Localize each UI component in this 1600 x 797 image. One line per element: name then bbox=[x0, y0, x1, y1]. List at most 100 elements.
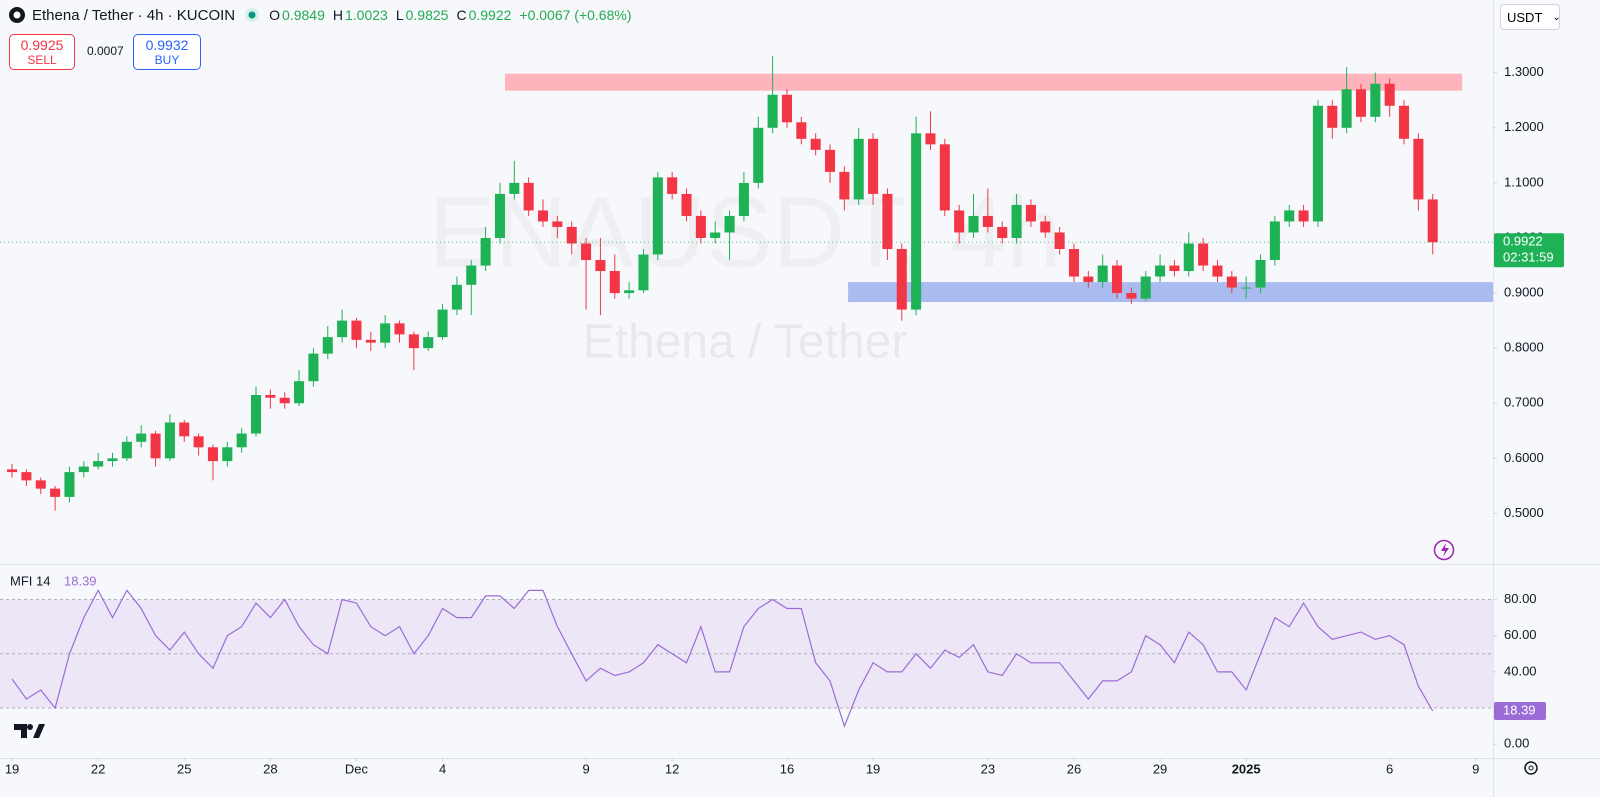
candle-body bbox=[423, 337, 434, 349]
y-tick-label: 0.00 bbox=[1504, 736, 1529, 751]
candle-body bbox=[695, 215, 706, 238]
ohlc-value: 0.9922 bbox=[468, 7, 512, 23]
candle-body bbox=[337, 320, 348, 338]
ohlc-label: C bbox=[456, 7, 467, 23]
buy-label: BUY bbox=[154, 53, 180, 67]
candle-body bbox=[480, 237, 491, 266]
candle-body bbox=[35, 480, 46, 489]
candle-body bbox=[222, 447, 233, 462]
candle-body bbox=[853, 138, 864, 200]
candle-body bbox=[1341, 89, 1352, 128]
candle-body bbox=[1298, 210, 1309, 222]
candle-body bbox=[150, 433, 161, 459]
candle-body bbox=[1068, 248, 1079, 277]
y-tick-label: 1.3000 bbox=[1504, 64, 1544, 79]
candle-body bbox=[1226, 276, 1237, 288]
market-status bbox=[245, 8, 260, 22]
candle-body bbox=[136, 433, 147, 442]
candle-body bbox=[494, 193, 505, 238]
candle-body bbox=[1011, 204, 1022, 238]
candle-body bbox=[1413, 138, 1424, 200]
y-tick-label: 80.00 bbox=[1504, 591, 1537, 606]
candle-body bbox=[1399, 105, 1410, 139]
price-axis-bg bbox=[1493, 0, 1600, 797]
candle-body bbox=[710, 232, 721, 238]
candle-body bbox=[1327, 105, 1338, 128]
x-tick-label: 9 bbox=[1472, 761, 1479, 776]
x-tick-label: 9 bbox=[582, 761, 589, 776]
candle-body bbox=[552, 221, 563, 227]
dropdown-arrow: ⌄ bbox=[1552, 11, 1561, 23]
candle-body bbox=[1169, 265, 1180, 272]
x-tick-label: 4 bbox=[439, 761, 446, 776]
candle-body bbox=[1025, 204, 1036, 222]
candle-body bbox=[1355, 89, 1367, 117]
candle-body bbox=[839, 171, 850, 200]
countdown: 02:31:59 bbox=[1503, 250, 1554, 265]
ohlc-label: H bbox=[332, 7, 343, 23]
candle-body bbox=[1155, 265, 1166, 277]
currency: USDT bbox=[1507, 9, 1543, 25]
sell-price: 0.9925 bbox=[20, 37, 64, 53]
mfi-value-box bbox=[1494, 701, 1546, 720]
candle-body bbox=[236, 433, 247, 448]
candle-body bbox=[624, 290, 635, 294]
sell-button[interactable]: 0.9925 SELL bbox=[9, 34, 75, 70]
candle-body bbox=[911, 133, 922, 310]
candle-body bbox=[537, 210, 549, 222]
zone bbox=[504, 73, 1463, 91]
candle-body bbox=[294, 381, 305, 404]
currency-select[interactable]: USDT ⌄ bbox=[1500, 4, 1561, 30]
buy-price: 0.9932 bbox=[145, 37, 189, 53]
y-tick-label: 1.1000 bbox=[1504, 174, 1544, 189]
x-tick-label: 28 bbox=[263, 761, 277, 776]
alert-icon-bolt bbox=[1441, 543, 1449, 557]
y-tick-label: 0.6000 bbox=[1504, 450, 1544, 465]
x-tick-label: 22 bbox=[91, 761, 105, 776]
candle-body bbox=[566, 226, 577, 244]
candle-body bbox=[810, 138, 821, 150]
candle-body bbox=[193, 436, 204, 448]
candle-body bbox=[609, 271, 620, 294]
candle-body bbox=[1384, 83, 1395, 106]
logo-part bbox=[14, 724, 27, 738]
x-tick-label: 19 bbox=[866, 761, 880, 776]
candle-body bbox=[207, 447, 218, 462]
alert-icon[interactable] bbox=[1433, 539, 1455, 561]
y-tick-label: 40.00 bbox=[1504, 663, 1537, 678]
watermark: Ethena / Tether bbox=[583, 316, 908, 369]
settings-icon[interactable] bbox=[1524, 761, 1538, 775]
candle-body bbox=[21, 472, 32, 481]
candle-body bbox=[1112, 265, 1123, 294]
ohlc-label: O bbox=[269, 7, 281, 23]
y-tick-label: 1.2000 bbox=[1504, 119, 1544, 134]
candle-body bbox=[322, 337, 333, 354]
spread: 0.0007 bbox=[87, 44, 124, 58]
x-tick-label: 19 bbox=[5, 761, 19, 776]
candle-body bbox=[78, 466, 89, 473]
x-tick-label: 16 bbox=[780, 761, 794, 776]
ohlc-value: 0.9825 bbox=[405, 7, 449, 23]
ohlc-value: 0.9849 bbox=[282, 7, 325, 23]
candle-body bbox=[882, 193, 893, 249]
candle-body bbox=[767, 94, 778, 128]
candle-body bbox=[509, 182, 520, 194]
candle-body bbox=[968, 215, 979, 233]
ohlc-value: 1.0023 bbox=[345, 7, 388, 23]
symbol-title[interactable]: Ethena / Tether · 4h · KUCOIN bbox=[32, 6, 236, 24]
candle-body bbox=[595, 260, 606, 272]
indicator-title: MFI 14 bbox=[10, 573, 50, 588]
y-tick-label: 0.9000 bbox=[1504, 285, 1544, 300]
candle-body bbox=[64, 472, 75, 497]
candle-body bbox=[753, 127, 764, 183]
buy-button[interactable]: 0.9932 BUY bbox=[133, 34, 201, 70]
candle-body bbox=[93, 461, 104, 467]
candle-body bbox=[1255, 260, 1266, 288]
candle-body bbox=[738, 182, 749, 216]
candle-body bbox=[652, 177, 663, 255]
candle-body bbox=[925, 133, 936, 145]
plot: ENAUSDT, 4hEthena / Tether bbox=[0, 56, 1493, 728]
tv-logo bbox=[14, 724, 45, 738]
candle-body bbox=[1312, 105, 1323, 222]
